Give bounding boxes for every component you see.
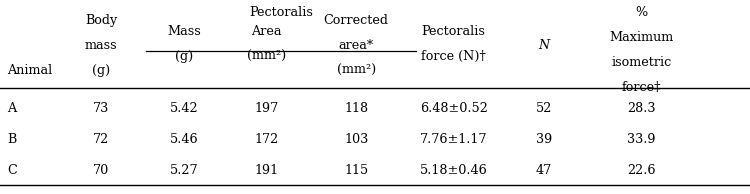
Text: 118: 118 [344, 102, 368, 115]
Text: (mm²): (mm²) [247, 50, 286, 63]
Text: B: B [8, 133, 16, 146]
Text: 191: 191 [254, 164, 278, 177]
Text: Mass: Mass [166, 25, 201, 38]
Text: %: % [635, 6, 647, 19]
Text: 28.3: 28.3 [627, 102, 656, 115]
Text: area*: area* [339, 39, 374, 52]
Text: A: A [8, 102, 16, 115]
Text: 5.42: 5.42 [170, 102, 198, 115]
Text: Pectoralis: Pectoralis [249, 6, 314, 19]
Text: 22.6: 22.6 [627, 164, 656, 177]
Text: 73: 73 [93, 102, 110, 115]
Text: Maximum: Maximum [609, 31, 674, 44]
Text: (g): (g) [92, 64, 110, 77]
Text: N: N [538, 39, 549, 52]
Text: force‡: force‡ [622, 81, 661, 94]
Text: 197: 197 [254, 102, 278, 115]
Text: 5.18±0.46: 5.18±0.46 [420, 164, 488, 177]
Text: 6.48±0.52: 6.48±0.52 [420, 102, 488, 115]
Text: mass: mass [85, 39, 118, 52]
Text: (g): (g) [175, 50, 193, 63]
Text: 70: 70 [93, 164, 110, 177]
Text: Animal: Animal [8, 64, 52, 77]
Text: isometric: isometric [611, 56, 671, 69]
Text: Area: Area [251, 25, 281, 38]
Text: 39: 39 [536, 133, 552, 146]
Text: (mm²): (mm²) [337, 64, 376, 77]
Text: 103: 103 [344, 133, 368, 146]
Text: 5.46: 5.46 [170, 133, 198, 146]
Text: 33.9: 33.9 [627, 133, 656, 146]
Text: 72: 72 [93, 133, 110, 146]
Text: 47: 47 [536, 164, 552, 177]
Text: 7.76±1.17: 7.76±1.17 [420, 133, 488, 146]
Text: Corrected: Corrected [324, 14, 388, 27]
Text: C: C [8, 164, 17, 177]
Text: 172: 172 [254, 133, 278, 146]
Text: 5.27: 5.27 [170, 164, 198, 177]
Text: Pectoralis: Pectoralis [422, 25, 486, 38]
Text: force (N)†: force (N)† [422, 50, 486, 63]
Text: 52: 52 [536, 102, 552, 115]
Text: 115: 115 [344, 164, 368, 177]
Text: Body: Body [85, 14, 117, 27]
